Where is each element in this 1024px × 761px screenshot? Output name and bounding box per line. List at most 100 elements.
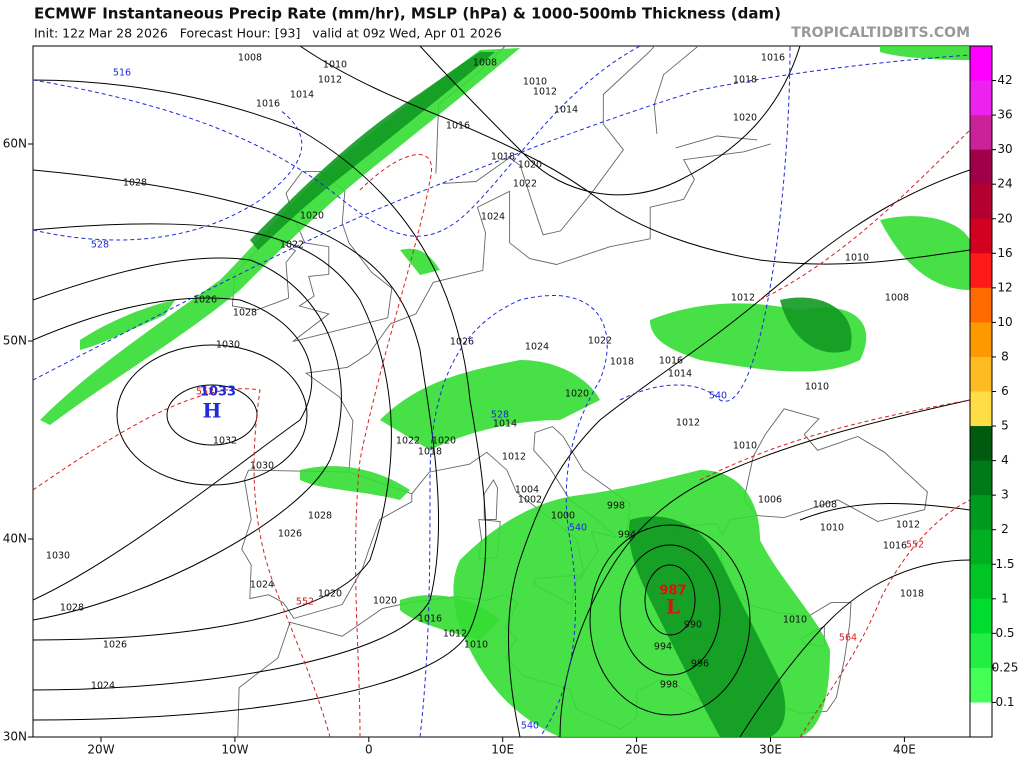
- colorbar-label: 1.5: [995, 557, 1014, 571]
- isobar-label: 1014: [493, 419, 517, 430]
- isobar-label: 1028: [233, 308, 257, 319]
- lon-label: 40E: [893, 743, 916, 757]
- thickness-label: 552: [906, 540, 924, 551]
- colorbar-swatch: [970, 529, 992, 565]
- isobar-label: 1014: [290, 90, 314, 101]
- isobar-label: 1012: [731, 293, 755, 304]
- colorbar-label: 30: [997, 142, 1012, 156]
- colorbar-swatch: [970, 80, 992, 116]
- isobar-label: 1028: [123, 178, 147, 189]
- isobar-label: 1010: [820, 523, 844, 534]
- colorbar-swatch: [970, 633, 992, 669]
- isobar-label: 1012: [676, 418, 700, 429]
- colorbar-swatch: [970, 667, 992, 703]
- colorbar-swatch: [970, 149, 992, 185]
- colorbar-swatch: [970, 218, 992, 254]
- lat-label: 40N: [3, 532, 27, 546]
- colorbar-label: 42: [997, 73, 1012, 87]
- isobar-label: 1016: [446, 121, 470, 132]
- colorbar-swatch: [970, 253, 992, 289]
- isobar-label: 1026: [103, 640, 127, 651]
- colorbar-swatch: [970, 426, 992, 462]
- isobar-label: 1020: [318, 589, 342, 600]
- isobar-label: 998: [607, 501, 625, 512]
- isobar-label: 1022: [513, 179, 537, 190]
- lat-label: 60N: [3, 137, 27, 151]
- isobar-label: 1018: [418, 447, 442, 458]
- isobar-label: 1020: [300, 211, 324, 222]
- colorbar-label: 1: [1001, 591, 1009, 605]
- isobar-label: 1016: [418, 614, 442, 625]
- contour-labels: 1008101010121014101610081010101210141016…: [46, 53, 924, 732]
- isobar-label: 1010: [323, 60, 347, 71]
- low-value: 987: [659, 584, 686, 599]
- isobar-label: 1000: [551, 511, 575, 522]
- isobar-label: 1022: [588, 336, 612, 347]
- low-symbol: L: [666, 595, 680, 619]
- isobar-label: 1018: [900, 589, 924, 600]
- isobar-label: 1024: [250, 580, 274, 591]
- isobar-label: 1010: [783, 615, 807, 626]
- colorbar-label: 16: [997, 246, 1012, 260]
- isobar-label: 1022: [396, 436, 420, 447]
- isobar-label: 1020: [518, 160, 542, 171]
- isobar-label: 1008: [238, 53, 262, 64]
- precipitation: [40, 46, 970, 737]
- colorbar: 42 36 30 24 20 16 12 10 8 6 5 4 3 2 1.5 1 0.5 0.25 0.1: [969, 45, 1018, 738]
- isobar-label: 1010: [464, 640, 488, 651]
- colorbar-label: 2: [1001, 522, 1009, 536]
- isobar-label: 1012: [896, 520, 920, 531]
- isobar-label: 1002: [518, 495, 542, 506]
- coastline: [442, 46, 656, 236]
- isobar-label: 1010: [733, 441, 757, 452]
- contours: [33, 46, 970, 737]
- colorbar-swatch: [970, 495, 992, 531]
- thickness-label: 516: [113, 68, 131, 79]
- isobar-label: 1010: [523, 77, 547, 88]
- isobar-label: 1016: [883, 541, 907, 552]
- high-symbol: H: [203, 399, 222, 423]
- isobar-label: 1008: [885, 293, 909, 304]
- colorbar-swatch: [970, 287, 992, 323]
- colorbar-swatch: [970, 460, 992, 496]
- coastline: [653, 46, 699, 135]
- colorbar-swatch: [970, 391, 992, 427]
- isobar-label: 1028: [60, 603, 84, 614]
- coastline: [241, 469, 413, 619]
- colorbar-label: 36: [997, 108, 1012, 122]
- isobar-label: 1012: [533, 87, 557, 98]
- thickness-label: 528: [91, 240, 109, 251]
- colorbar-label: 0.1: [995, 695, 1014, 709]
- colorbar-label: 3: [1001, 488, 1009, 502]
- axes: 60N 50N 40N 30N 20W 10W 0 10E 20E 30E 40E: [3, 137, 916, 757]
- isobar-label: 1016: [256, 99, 280, 110]
- isobar-label: 994: [654, 642, 672, 653]
- isobar-label: 1024: [525, 342, 549, 353]
- lon-label: 10W: [221, 743, 248, 757]
- isobar-label: 1030: [216, 340, 240, 351]
- isobar-label: 1032: [213, 436, 237, 447]
- coastline: [285, 171, 393, 343]
- isobar-label: 1012: [318, 75, 342, 86]
- isobar-label: 1010: [805, 382, 829, 393]
- thickness-label: 540: [709, 391, 727, 402]
- thickness-label: 552: [196, 387, 214, 398]
- isobar-label: 1004: [515, 485, 539, 496]
- isobar-label: 1030: [46, 551, 70, 562]
- isobar-label: 996: [691, 659, 709, 670]
- colorbar-swatch: [970, 322, 992, 358]
- isobar-label: 1018: [610, 357, 634, 368]
- high-value: 1033: [200, 385, 236, 400]
- coastline: [675, 135, 758, 149]
- isobar-label: 1014: [554, 105, 578, 116]
- watermark: TROPICALTIDBITS.COM: [791, 25, 970, 41]
- coastlines: [231, 46, 928, 737]
- isobar-label: 1016: [761, 53, 785, 64]
- colorbar-swatch: [970, 702, 992, 738]
- lon-label: 20W: [87, 743, 114, 757]
- isobar-label: 1024: [481, 212, 505, 223]
- thickness-label: 540: [521, 721, 539, 732]
- isobar-label: 994: [618, 530, 636, 541]
- colorbar-label: 10: [997, 315, 1012, 329]
- colorbar-label: 20: [997, 211, 1012, 225]
